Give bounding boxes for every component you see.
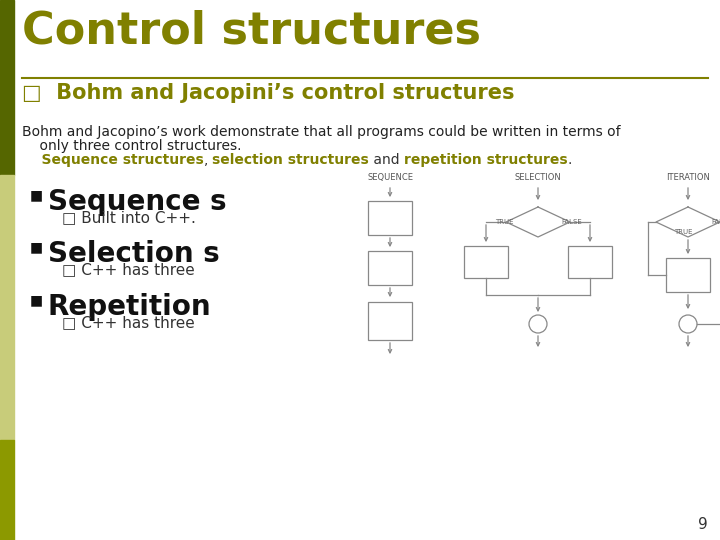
Text: □ C++ has three: □ C++ has three [62,262,194,277]
Text: □  Bohm and Jacopini’s control structures: □ Bohm and Jacopini’s control structures [22,83,515,103]
Text: 9: 9 [698,517,708,532]
Text: and: and [369,153,404,167]
Text: ■: ■ [30,240,43,254]
Text: FALSE: FALSE [711,219,720,225]
Bar [368,302,412,340]
Text: Sequence structures: Sequence structures [22,153,204,167]
Bar [368,251,412,285]
Bar [0,440,14,540]
Text: □ C++ has three: □ C++ has three [62,315,194,330]
Bar [568,246,612,278]
Text: SEQUENCE: SEQUENCE [367,173,413,182]
Text: Selection s: Selection s [48,240,220,268]
Bar [368,201,412,235]
Text: repetition structures: repetition structures [404,153,568,167]
Text: selection structures: selection structures [212,153,369,167]
Text: Sequence s: Sequence s [48,188,227,216]
Bar [464,246,508,278]
Text: ITERATION: ITERATION [666,173,710,182]
Bar [0,175,14,440]
Text: Control structures: Control structures [22,10,481,53]
Text: □ Built into C++.: □ Built into C++. [62,210,196,225]
Text: ,: , [204,153,212,167]
Text: FALSE: FALSE [562,219,582,225]
Text: TRUE: TRUE [495,219,513,225]
Text: Repetition: Repetition [48,293,212,321]
Bar [0,0,14,175]
Text: TRUE: TRUE [674,229,692,235]
Text: Bohm and Jacopino’s work demonstrate that all programs could be written in terms: Bohm and Jacopino’s work demonstrate tha… [22,125,621,139]
Text: SELECTION: SELECTION [515,173,562,182]
Text: ■: ■ [30,188,43,202]
Text: ■: ■ [30,293,43,307]
Bar [666,258,710,292]
Text: only three control structures.: only three control structures. [22,139,241,153]
Text: .: . [568,153,572,167]
